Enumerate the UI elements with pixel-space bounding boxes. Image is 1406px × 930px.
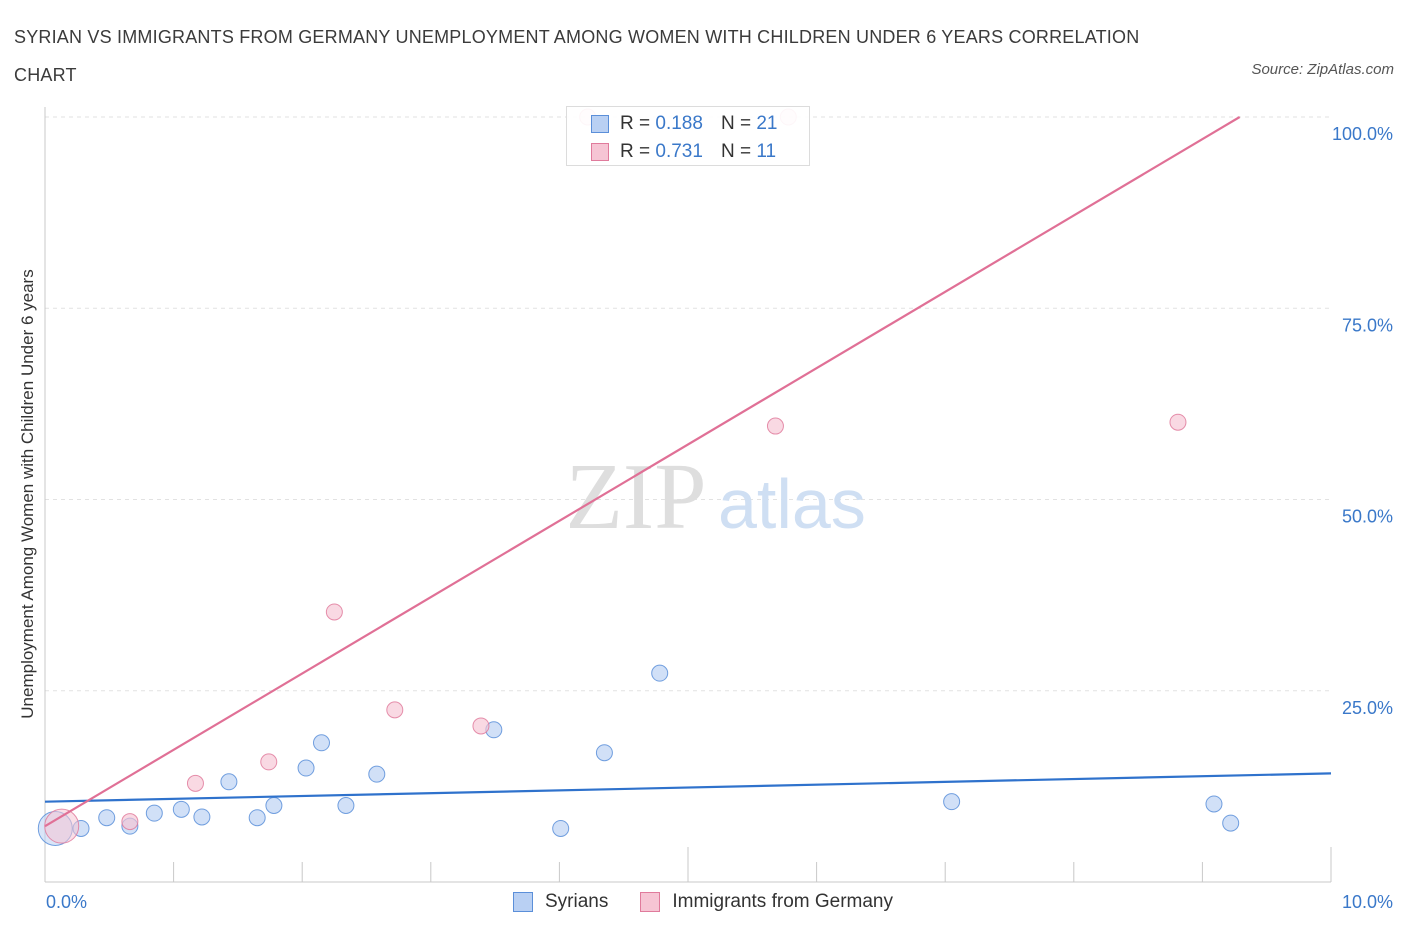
source-credit: Source: ZipAtlas.com (1251, 61, 1394, 78)
n-value: 21 (756, 113, 778, 134)
x-tick-label: 0.0% (46, 892, 87, 912)
legend-label-syrians: Syrians (544, 891, 609, 912)
r-label: R = (620, 113, 651, 134)
n-value: 11 (756, 141, 777, 162)
stats-row-germany: R = 0.731 N = 11 (591, 140, 776, 164)
germany-swatch (591, 143, 609, 161)
germany-point (44, 808, 80, 844)
syrians-point (595, 744, 613, 762)
syrians-point (193, 808, 211, 826)
r-value: 0.731 (655, 141, 703, 162)
r-value: 0.188 (655, 113, 703, 134)
syrians-point (368, 765, 386, 783)
germany-point (260, 753, 278, 771)
y-tick-label: 75.0% (1342, 315, 1393, 335)
syrians-legend-swatch (512, 892, 533, 912)
syrians-point (172, 800, 190, 818)
tick-labels: 25.0% 50.0% 75.0% 100.0% 0.0% 10.0% (46, 124, 1393, 912)
series-legend: Syrians Immigrants from Germany (0, 888, 1406, 916)
n-label: N = (720, 113, 752, 134)
y-tick-label: 50.0% (1342, 507, 1393, 527)
legend-label-germany: Immigrants from Germany (672, 891, 893, 912)
syrians-point (145, 804, 163, 822)
chart-title: SYRIAN VS IMMIGRANTS FROM GERMANY UNEMPL… (14, 27, 1140, 85)
x-tick-label: 10.0% (1342, 892, 1393, 912)
syrians-point (312, 734, 330, 752)
legend-item-germany[interactable]: Immigrants from Germany (640, 891, 893, 913)
syrians-trend-line (44, 772, 1332, 803)
legend-item-syrians[interactable]: Syrians (512, 891, 609, 913)
syrians-point (248, 809, 266, 827)
stats-row-syrians: R = 0.188 N = 21 (591, 112, 777, 136)
watermark-zip: ZIP (566, 445, 707, 549)
syrians-point (1222, 814, 1240, 832)
n-label: N = (720, 141, 752, 162)
germany-point (472, 717, 490, 735)
y-tick-label: 25.0% (1342, 698, 1393, 718)
r-label: R = (620, 141, 651, 162)
syrians-point (265, 797, 283, 814)
gridlines (45, 116, 1331, 692)
syrians-point (1205, 795, 1223, 813)
germany-point (386, 701, 404, 719)
watermark: ZIP atlas (566, 445, 866, 549)
syrians-point (552, 819, 570, 837)
syrians-point (651, 664, 669, 682)
syrians-point (297, 759, 315, 777)
germany-point (325, 603, 343, 621)
germany-point (766, 417, 784, 435)
syrians-point (98, 809, 116, 827)
germany-legend-swatch (640, 892, 661, 912)
syrians-point (337, 797, 355, 814)
axes (44, 107, 1332, 883)
syrians-swatch (591, 115, 609, 133)
watermark-atlas: atlas (718, 465, 866, 543)
germany-trend-line (44, 116, 1241, 828)
y-tick-label: 100.0% (1332, 124, 1393, 144)
syrians-point (943, 793, 961, 811)
stats-legend: R = 0.188 N = 21 R = 0.731 N = 11 (566, 106, 810, 166)
germany-point (1169, 413, 1187, 431)
syrians-point (220, 773, 238, 791)
germany-point (121, 813, 139, 831)
germany-point (186, 774, 204, 792)
trend-lines (44, 116, 1332, 828)
